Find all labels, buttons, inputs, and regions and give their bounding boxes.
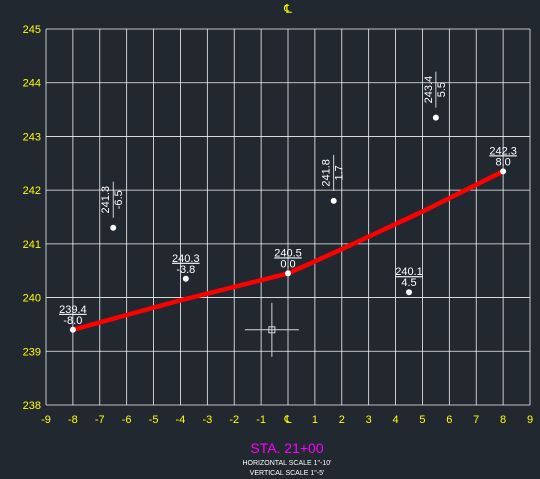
survey-point[interactable]: 240.50.0 <box>274 247 302 277</box>
x-tick-label: -1 <box>256 414 266 426</box>
x-tick-label: 2 <box>339 414 345 426</box>
survey-point-marker[interactable] <box>110 224 117 231</box>
x-tick-label: 9 <box>527 414 533 426</box>
elevation-label: 240.3 <box>172 253 200 265</box>
offset-label: -6.5 <box>113 190 125 209</box>
offset-label: 8.0 <box>495 156 510 168</box>
survey-point-marker[interactable] <box>406 289 412 296</box>
survey-point-marker[interactable] <box>432 114 439 121</box>
offset-label: 0.0 <box>280 258 295 270</box>
offset-label: -8.0 <box>63 315 82 327</box>
x-tick-label: -6 <box>122 414 132 426</box>
y-tick-label: 240 <box>23 293 41 305</box>
x-tick-label: -3 <box>202 414 212 426</box>
crosshair-pickbox <box>268 326 276 334</box>
x-tick-label: -4 <box>176 414 186 426</box>
x-tick-label: -9 <box>41 414 51 426</box>
survey-point-marker[interactable] <box>330 197 337 204</box>
offset-label: 5.5 <box>436 82 448 97</box>
elevation-label: 240.1 <box>395 266 423 278</box>
survey-point[interactable]: 241.3 -6.5 <box>100 181 125 231</box>
offset-label: -3.8 <box>176 264 195 276</box>
survey-point[interactable]: 239.4-8.0 <box>59 304 87 333</box>
station-label: STA. 21+00 <box>250 440 324 456</box>
y-tick-label: 245 <box>23 24 41 36</box>
y-tick-label: 238 <box>23 400 41 412</box>
elevation-label: 241.8 <box>321 159 333 187</box>
x-tick-label: -7 <box>95 414 105 426</box>
profile-line <box>70 169 506 333</box>
x-tick-label: -5 <box>149 414 159 426</box>
survey-points[interactable]: 239.4-8.0 241.3 -6.5 240.3-3.8 240.50.0 241.8… <box>59 71 517 333</box>
x-tick-label: ℄ <box>283 414 291 426</box>
offset-label: 4.5 <box>401 277 416 289</box>
survey-point-marker[interactable] <box>285 270 291 277</box>
horizontal-scale-label: HORIZONTAL SCALE 1"-10' <box>242 460 331 467</box>
y-tick-label: 243 <box>23 131 41 143</box>
x-tick-label: 5 <box>419 414 425 426</box>
survey-point-marker[interactable] <box>182 275 189 282</box>
top-centerline-label: ℄ <box>283 2 292 16</box>
crosshair-cursor <box>244 302 299 357</box>
survey-point-marker[interactable] <box>500 168 507 175</box>
elevation-label: 243.4 <box>423 76 435 104</box>
x-tick-label: 3 <box>366 414 372 426</box>
x-tick-label: -8 <box>68 414 78 426</box>
survey-point[interactable]: 240.14.5 <box>395 266 423 296</box>
survey-point[interactable]: 240.3-3.8 <box>172 253 200 282</box>
y-tick-label: 242 <box>23 185 41 197</box>
elevation-label: 239.4 <box>59 304 87 316</box>
x-tick-label: 1 <box>312 414 318 426</box>
y-tick-label: 239 <box>23 346 41 358</box>
survey-point[interactable]: 241.8 1.7 <box>321 154 346 204</box>
x-tick-label: 4 <box>392 414 398 426</box>
elevation-label: 241.3 <box>100 186 112 214</box>
elevation-label: 240.5 <box>274 247 302 259</box>
survey-point[interactable]: 243.4 5.5 <box>423 71 448 121</box>
grid-lines <box>45 28 531 406</box>
elevation-label: 242.3 <box>489 145 517 157</box>
axis-labels: -9 -8 -7 -6 -5 -4 -3 -2 -1 ℄ 1 2 3 4 5 6 7 8 9 238 239 240 241… <box>23 24 533 426</box>
x-tick-label: 6 <box>446 414 452 426</box>
vertical-scale-label: VERTICAL SCALE 1"-5' <box>250 470 325 477</box>
survey-point[interactable]: 242.38.0 <box>489 145 517 175</box>
ground-profile <box>70 169 506 333</box>
y-tick-label: 244 <box>23 78 41 90</box>
x-tick-label: 7 <box>473 414 479 426</box>
offset-label: 1.7 <box>334 165 346 180</box>
y-tick-label: 241 <box>23 239 41 251</box>
x-tick-label: -2 <box>229 414 239 426</box>
x-tick-label: 8 <box>500 414 506 426</box>
survey-point-marker[interactable] <box>69 326 76 333</box>
